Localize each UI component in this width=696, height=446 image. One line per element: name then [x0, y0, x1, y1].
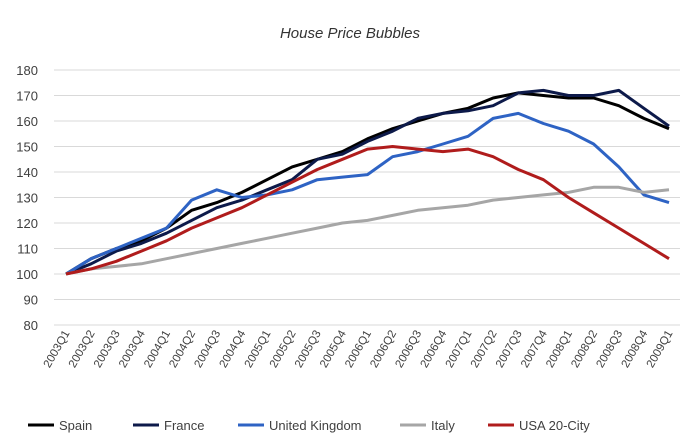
legend-label: Spain	[59, 418, 92, 433]
legend-label: USA 20-City	[519, 418, 590, 433]
y-tick-label: 160	[16, 114, 38, 129]
y-tick-label: 120	[16, 216, 38, 231]
legend-item: United Kingdom	[238, 418, 362, 433]
y-tick-label: 90	[24, 293, 38, 308]
series-line-spain	[65, 91, 670, 276]
y-tick-label: 170	[16, 89, 38, 104]
y-tick-label: 100	[16, 267, 38, 282]
chart-title: House Price Bubbles	[280, 25, 421, 42]
legend-label: France	[164, 418, 204, 433]
legend-item: Spain	[28, 418, 92, 433]
legend-item: USA 20-City	[488, 418, 590, 433]
legend-label: United Kingdom	[269, 418, 362, 433]
y-tick-label: 130	[16, 191, 38, 206]
y-tick-label: 80	[24, 318, 38, 333]
y-tick-label: 110	[17, 242, 38, 257]
series-line-united-kingdom	[65, 111, 670, 276]
legend-item: France	[133, 418, 204, 433]
series-line-usa-20-city	[65, 145, 670, 276]
series-line-italy	[65, 185, 670, 276]
y-tick-label: 140	[16, 165, 38, 180]
legend-label: Italy	[431, 418, 455, 433]
legend-item: Italy	[400, 418, 455, 433]
series-line-france	[65, 88, 670, 276]
y-tick-label: 180	[16, 63, 38, 78]
y-tick-label: 150	[16, 140, 38, 155]
